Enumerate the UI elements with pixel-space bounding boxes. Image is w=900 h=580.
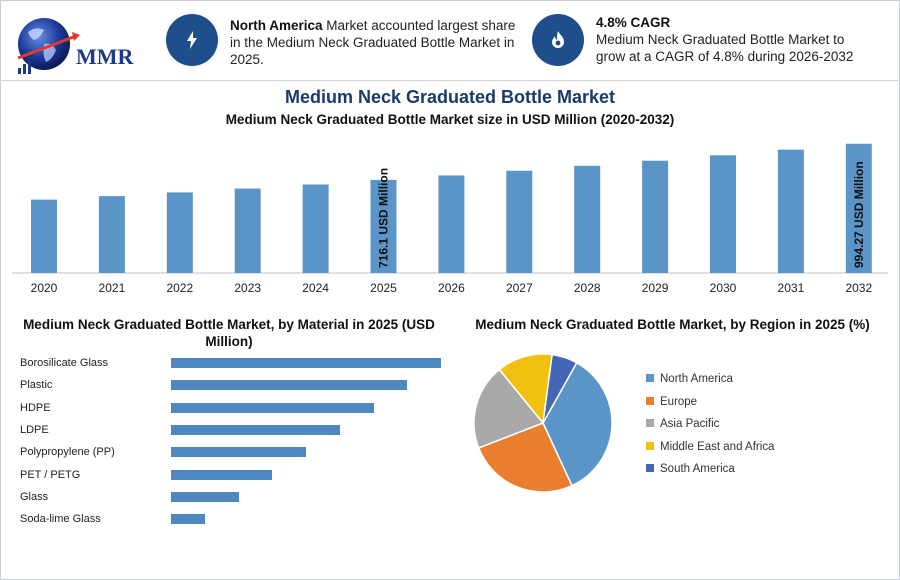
bar-2032 bbox=[845, 143, 872, 273]
bar-2029 bbox=[642, 160, 669, 273]
material-bar bbox=[171, 491, 239, 502]
bar-2030 bbox=[710, 155, 736, 273]
data-label-2025: 716.1 USD Million bbox=[377, 168, 391, 268]
material-label: Plastic bbox=[20, 379, 53, 392]
market-size-chart: 2020 2021 2022 2023 2024 2025 716.1 USD Millio… bbox=[12, 143, 888, 295]
legend-label: North America bbox=[660, 373, 733, 385]
bar-2023 bbox=[234, 188, 261, 273]
legend-label: Asia Pacific bbox=[660, 418, 720, 430]
info-cagr-bold: 4.8% CAGR bbox=[596, 15, 671, 30]
legend-swatch bbox=[646, 396, 654, 405]
legend-label: Europe bbox=[660, 395, 698, 408]
x-tick-2024: 2024 bbox=[302, 281, 329, 295]
material-bar bbox=[171, 514, 205, 525]
mmr-logo: MMR bbox=[14, 14, 139, 79]
x-tick-2020: 2020 bbox=[31, 281, 58, 295]
globe-icon bbox=[17, 18, 80, 74]
market-size-chart-title: Medium Neck Graduated Bottle Market size… bbox=[225, 112, 675, 127]
legend-swatch bbox=[646, 441, 654, 450]
data-label-2032: 994.27 USD Million bbox=[852, 161, 866, 268]
bar-2028 bbox=[574, 165, 601, 273]
region-pie-chart bbox=[473, 353, 613, 493]
material-bar bbox=[171, 424, 340, 435]
bar-2020 bbox=[31, 199, 57, 273]
info-north-america-bold: North America bbox=[230, 18, 323, 33]
legend-item: North America bbox=[646, 373, 733, 385]
pie-slice-asia-pacific bbox=[473, 368, 545, 449]
x-tick-2027: 2027 bbox=[506, 281, 533, 295]
pie-slice-south-america bbox=[542, 353, 578, 424]
x-tick-2028: 2028 bbox=[574, 281, 601, 295]
flame-icon bbox=[532, 14, 584, 66]
info-north-america: North America Market accounted largest s… bbox=[230, 17, 520, 68]
material-label: LDPE bbox=[20, 423, 49, 436]
legend-item: Asia Pacific bbox=[646, 418, 719, 430]
material-bar bbox=[171, 447, 306, 458]
page-title: Medium Neck Graduated Bottle Market bbox=[284, 87, 616, 107]
material-bar bbox=[171, 358, 441, 368]
logo-text: MMR bbox=[76, 44, 134, 69]
material-bar bbox=[171, 469, 273, 480]
bar-2026 bbox=[438, 175, 465, 273]
legend-item: South America bbox=[646, 463, 735, 475]
info-cagr-text: Medium Neck Graduated Bottle Market to g… bbox=[596, 32, 854, 64]
lightning-icon bbox=[166, 14, 218, 66]
x-tick-2031: 2031 bbox=[778, 281, 805, 295]
legend-swatch bbox=[646, 419, 654, 427]
x-tick-2022: 2022 bbox=[166, 281, 193, 295]
x-tick-2025: 2025 bbox=[370, 281, 397, 295]
material-label: Polypropylene (PP) bbox=[20, 446, 115, 459]
info-north-america-text: Market accounted largest share in the Me… bbox=[230, 18, 516, 67]
material-label: HDPE bbox=[20, 401, 51, 414]
legend-label: South America bbox=[660, 463, 735, 475]
x-tick-2026: 2026 bbox=[438, 281, 465, 295]
info-cagr: 4.8% CAGR Medium Neck Graduated Bottle M… bbox=[596, 14, 866, 65]
header-divider bbox=[0, 80, 898, 81]
x-tick-2023: 2023 bbox=[234, 281, 261, 295]
material-bar bbox=[171, 380, 408, 391]
material-chart-title: Medium Neck Graduated Bottle Market, by … bbox=[23, 317, 435, 349]
material-label: Borosilicate Glass bbox=[20, 357, 109, 369]
bar-2021 bbox=[98, 196, 125, 273]
pie-slice-europe bbox=[477, 422, 573, 493]
x-tick-2030: 2030 bbox=[710, 281, 737, 295]
material-label: Glass bbox=[20, 490, 49, 503]
legend-swatch bbox=[646, 374, 654, 382]
x-tick-2029: 2029 bbox=[642, 281, 669, 295]
bar-2025 bbox=[370, 179, 397, 273]
pie-slice-middle-east-and-africa bbox=[498, 353, 553, 425]
bar-2022 bbox=[166, 192, 193, 273]
x-tick-2021: 2021 bbox=[99, 281, 126, 295]
legend-swatch bbox=[646, 464, 654, 472]
legend-item: Middle East and Africa bbox=[646, 441, 774, 453]
region-chart-title: Medium Neck Graduated Bottle Market, by … bbox=[475, 317, 870, 332]
bar-2031 bbox=[777, 149, 804, 273]
material-label: PET / PETG bbox=[20, 468, 81, 481]
x-tick-2032: 2032 bbox=[845, 281, 872, 295]
material-label: Soda-lime Glass bbox=[20, 513, 101, 526]
legend-item: Europe bbox=[646, 396, 697, 408]
bar-2024 bbox=[302, 184, 329, 273]
legend-label: Middle East and Africa bbox=[660, 440, 775, 453]
material-bar bbox=[171, 402, 374, 413]
bar-2027 bbox=[506, 170, 533, 273]
